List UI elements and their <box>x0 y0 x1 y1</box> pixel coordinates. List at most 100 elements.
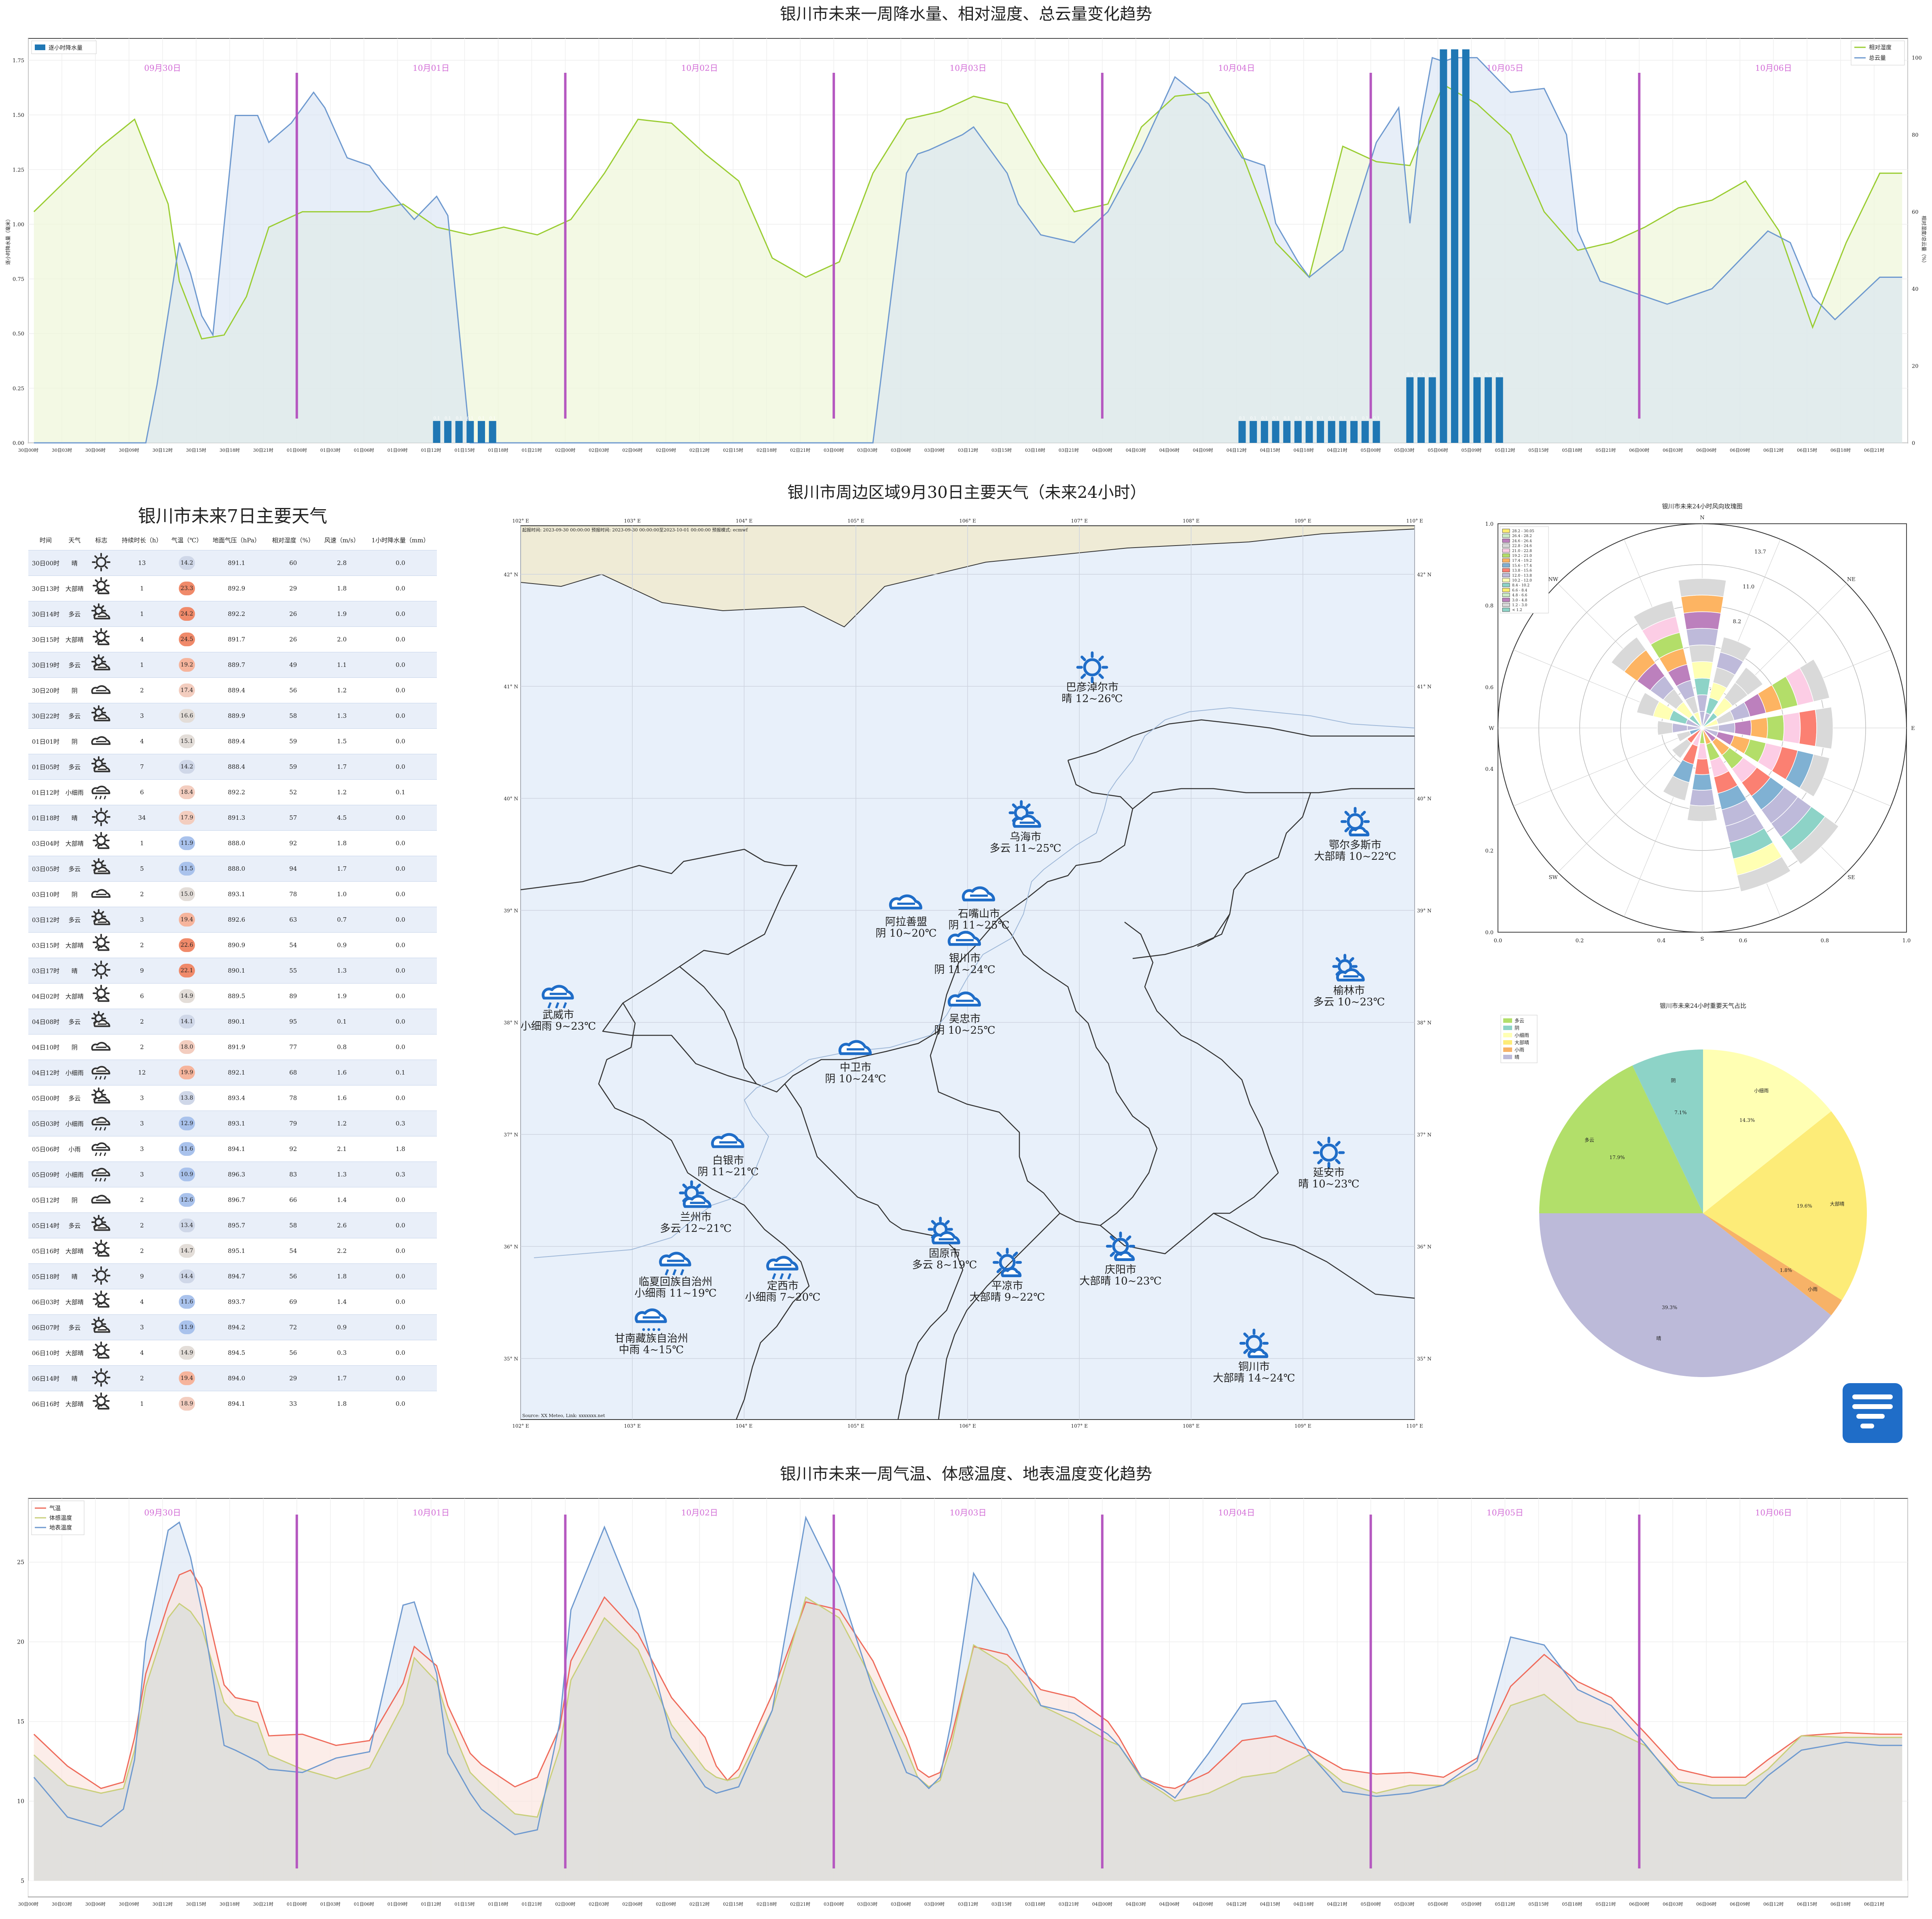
sun-ray <box>1110 1235 1115 1241</box>
table-cell: 892.9 <box>228 585 246 592</box>
pie-slice <box>1703 1213 1842 1316</box>
table-cell: 896.7 <box>228 1196 246 1204</box>
temperature-cell: 14.7 <box>167 1238 207 1264</box>
temperature-cell: 24.2 <box>167 601 207 627</box>
x-tick-label: 0.6 <box>1739 938 1748 944</box>
legend-swatch <box>1502 539 1510 543</box>
cloud-shape <box>97 1403 110 1410</box>
sun-ray <box>93 1089 96 1092</box>
sun-disc <box>1320 1143 1338 1162</box>
x-tick-label: 01日09时 <box>388 1902 408 1907</box>
boundary <box>1124 922 1279 1173</box>
table-cell: 0.0 <box>395 840 405 847</box>
table-cell: 2.6 <box>320 1212 364 1238</box>
x-tick-label: 06日12时 <box>1763 448 1784 453</box>
city-name: 甘南藏族自治州 <box>614 1333 688 1345</box>
precip-bar <box>1428 377 1436 443</box>
city-forecast: 阴 10~25℃ <box>934 1024 995 1037</box>
table-cell: 891.9 <box>228 1043 246 1051</box>
legend-swatch <box>1503 1040 1512 1045</box>
x-tick-label: 01日03时 <box>320 1902 341 1907</box>
cloud-line <box>34 57 1902 444</box>
table-cell: 03日04时 <box>32 840 60 847</box>
cloud-sun-icon <box>91 909 110 925</box>
table-cell: 1.4 <box>337 1196 347 1204</box>
rain-drop <box>547 1002 552 1009</box>
city-forecast: 小细雨 11~19℃ <box>634 1287 716 1299</box>
x-tick-label: 01日12时 <box>421 1902 441 1907</box>
temperature-cell: 17.9 <box>167 805 207 831</box>
day-label: 10月01日 <box>413 63 449 73</box>
sun-ray <box>1317 1141 1323 1147</box>
table-cell: 04日08时 <box>28 1009 63 1035</box>
weather-icon-cell <box>86 856 117 882</box>
table-cell: 9 <box>117 958 167 984</box>
wind-sector <box>1686 628 1719 647</box>
table-cell: 1.6 <box>337 1094 347 1102</box>
city-forecast: 多云 11~25℃ <box>989 842 1061 855</box>
city-name: 榆林市 <box>1333 985 1365 997</box>
wind-sector <box>1676 730 1692 743</box>
table-cell: 晴 <box>63 958 86 984</box>
boundary <box>1132 788 1415 809</box>
table-cell: 1.7 <box>320 856 364 882</box>
x-tick-label: 06日21时 <box>1864 1902 1884 1907</box>
x-tick-label: 06日12时 <box>1763 1902 1784 1907</box>
table-cell: 1.8 <box>337 840 347 847</box>
y-tick-label: 0 <box>1912 440 1915 446</box>
temperature-badge: 19.2 <box>179 658 195 672</box>
table-cell: 30日15时 <box>32 636 60 643</box>
drizzle-icon <box>91 1066 110 1080</box>
top-chart-title: 银川市未来一周降水量、相对湿度、总云量变化趋势 <box>780 5 1152 23</box>
cloud-shape <box>766 1256 799 1271</box>
lat-label: 41° N <box>504 684 518 690</box>
table-cell: 0.1 <box>320 1009 364 1035</box>
table-cell: 0.0 <box>395 1247 405 1255</box>
overcast-icon <box>91 736 111 745</box>
day-label: 10月01日 <box>413 1508 449 1517</box>
precip-bar <box>1373 421 1380 443</box>
y-tick-label: 1.0 <box>1485 521 1493 527</box>
overcast-icon <box>91 1195 111 1204</box>
feels-area <box>34 1597 1902 1881</box>
sun-ray <box>996 1251 1002 1257</box>
cloud-shape <box>91 1042 111 1051</box>
drizzle-icon <box>91 1168 110 1182</box>
x-tick-label: 02日12时 <box>689 448 710 453</box>
temperature-cell: 16.6 <box>167 703 207 729</box>
y-tick-label: 20 <box>1912 364 1919 370</box>
table-row: 03日17时晴 9 22.1 890.1 55 1.3 0.0 <box>28 958 437 984</box>
humidity-line <box>33 84 1902 340</box>
table-cell: 77 <box>289 1043 297 1051</box>
cloud-shape <box>97 1301 110 1308</box>
legend-label: 21.0 - 22.8 <box>1512 549 1532 553</box>
cloud-shape <box>659 1252 691 1267</box>
x-tick-label: 03日15时 <box>991 448 1012 453</box>
table-cell: 1.8 <box>320 1263 364 1289</box>
legend-swatch <box>1502 593 1510 597</box>
sun-cloud-icon <box>93 934 110 951</box>
table-cell: 03日12时 <box>28 907 63 933</box>
precip-bar <box>444 421 452 443</box>
sun-disc <box>1083 658 1102 677</box>
pie-value-label: 39.3% <box>1662 1305 1677 1310</box>
x-tick-label: 04日18时 <box>1294 448 1314 453</box>
table-row: 06日10时 大部晴 4 14.9 894.5 56 0.3 0.0 <box>28 1340 437 1366</box>
x-tick-label: 03日09时 <box>924 1902 945 1907</box>
legend-label: 逐小时降水量 <box>49 45 83 51</box>
sun-ray <box>94 555 98 559</box>
temperature-badge: 11.9 <box>179 1320 195 1334</box>
lat-label: 39° N <box>1417 908 1432 914</box>
lat-label: 40° N <box>1417 796 1432 802</box>
wind-sector <box>1678 578 1727 597</box>
table-cell: 多云 <box>63 601 86 627</box>
cloud-shape <box>97 843 110 849</box>
table-cell: 阴 <box>71 738 78 745</box>
x-tick-label: 05日15时 <box>1528 1902 1549 1907</box>
table-cell: 2 <box>117 1212 167 1238</box>
precip-bar <box>1361 421 1369 443</box>
wind-sector <box>1694 758 1710 775</box>
